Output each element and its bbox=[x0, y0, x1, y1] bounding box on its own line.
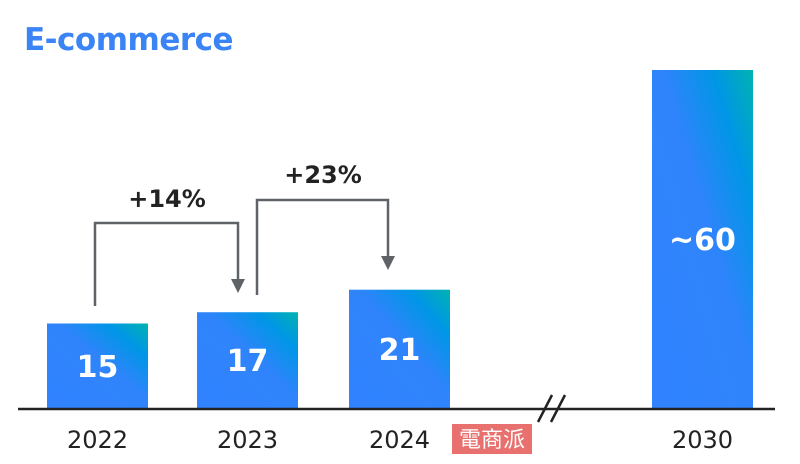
bar-2023 bbox=[197, 312, 298, 408]
bar-value-label: ~60 bbox=[669, 223, 736, 258]
bar-2022 bbox=[47, 323, 148, 408]
bar-value-label: 15 bbox=[77, 350, 119, 385]
growth-arrow-2023-2024: +23% bbox=[255, 161, 395, 295]
axis-break-icon bbox=[536, 394, 567, 423]
bar-value-label: 21 bbox=[379, 333, 421, 368]
bar-2030 bbox=[652, 70, 753, 408]
x-tick-label: 2030 bbox=[672, 426, 733, 454]
bar-value-label: 17 bbox=[227, 344, 269, 379]
chart-title: E-commerce bbox=[24, 22, 234, 58]
growth-arrow-2022-2023: +14% bbox=[93, 185, 245, 306]
x-tick-label: 2024 bbox=[369, 426, 430, 454]
x-tick-label: 2022 bbox=[67, 426, 128, 454]
arrow-head-icon bbox=[231, 279, 245, 293]
bar-2024 bbox=[349, 289, 450, 408]
arrow-head-icon bbox=[381, 256, 395, 270]
x-tick-label: 2023 bbox=[217, 426, 278, 454]
growth-label: +23% bbox=[284, 161, 362, 189]
growth-label: +14% bbox=[128, 185, 206, 213]
watermark-text: 電商派 bbox=[459, 428, 525, 453]
watermark-logo: 電商派 bbox=[452, 424, 532, 454]
